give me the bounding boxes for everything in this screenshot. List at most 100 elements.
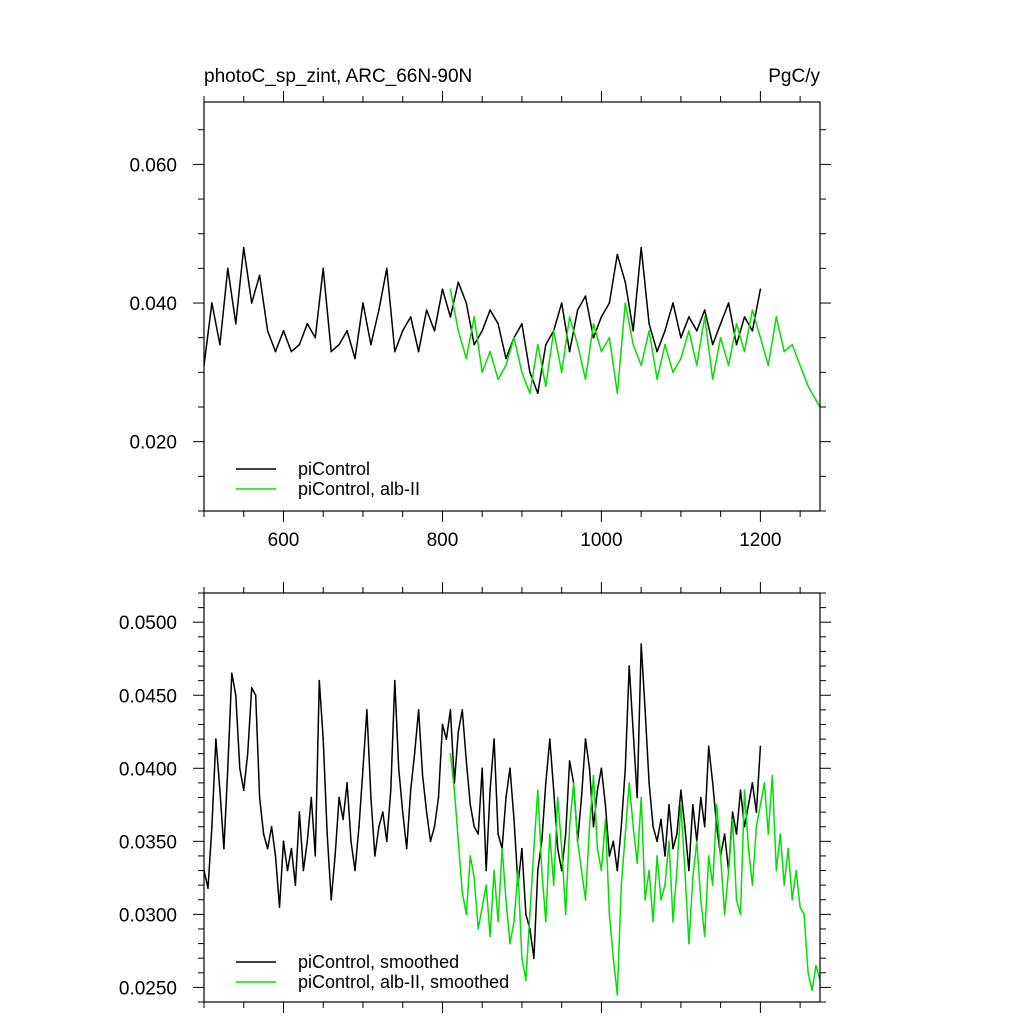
data-point-picontrol-alb-ii-smoothed — [485, 884, 488, 886]
data-point-picontrol — [696, 330, 698, 332]
data-point-picontrol-alb-ii-smoothed — [616, 993, 619, 996]
data-point-picontrol-alb-ii — [767, 364, 770, 367]
data-point-picontrol — [362, 302, 364, 304]
data-point-picontrol-alb-ii-smoothed — [648, 869, 650, 872]
data-point-picontrol-smoothed — [397, 767, 400, 770]
data-point-picontrol — [489, 309, 491, 311]
data-point-picontrol-smoothed — [668, 804, 670, 806]
data-point-picontrol-alb-ii-smoothed — [465, 913, 468, 916]
data-point-picontrol-smoothed — [425, 811, 428, 813]
series-line-picontrol-alb-ii-smoothed — [449, 753, 820, 996]
data-point-picontrol-smoothed — [386, 840, 388, 843]
data-point-picontrol-alb-ii — [513, 336, 515, 339]
data-point-picontrol-alb-ii — [576, 343, 579, 346]
data-point-picontrol-alb-ii — [505, 364, 507, 367]
data-point-picontrol-alb-ii-smoothed — [668, 840, 670, 843]
data-point-picontrol-smoothed — [441, 723, 444, 726]
x-tick-label: 1000 — [580, 530, 622, 551]
data-point-picontrol-alb-ii-smoothed — [560, 847, 563, 850]
data-point-picontrol — [481, 330, 484, 332]
data-point-picontrol-alb-ii — [711, 378, 714, 381]
data-point-picontrol-smoothed — [409, 789, 412, 791]
data-point-picontrol-smoothed — [246, 752, 249, 755]
data-point-picontrol-smoothed — [417, 709, 420, 711]
data-point-picontrol — [211, 302, 213, 304]
data-point-picontrol-alb-ii — [457, 330, 460, 332]
data-point-picontrol-smoothed — [314, 855, 317, 857]
data-point-picontrol — [227, 267, 229, 270]
data-point-picontrol-alb-ii — [815, 399, 817, 401]
data-point-picontrol-alb-ii — [688, 330, 690, 332]
data-point-picontrol-smoothed — [608, 855, 611, 857]
data-point-picontrol — [592, 336, 595, 339]
data-point-picontrol-smoothed — [437, 796, 440, 799]
data-point-picontrol-smoothed — [219, 789, 221, 791]
legend-label-picontrol-alb-ii-smoothed: piControl, alb-II, smoothed — [298, 972, 509, 992]
data-point-picontrol-smoothed — [326, 833, 329, 835]
data-point-picontrol-alb-ii-smoothed — [572, 782, 575, 784]
data-point-picontrol-smoothed — [298, 811, 301, 813]
x-tick-label: 600 — [268, 530, 300, 551]
data-point-picontrol-smoothed — [640, 643, 642, 645]
data-point-picontrol — [409, 316, 412, 318]
data-point-picontrol-alb-ii — [584, 378, 587, 381]
data-point-picontrol-smoothed — [759, 745, 762, 748]
data-point-picontrol-smoothed — [278, 906, 281, 908]
data-point-picontrol-alb-ii — [672, 371, 674, 374]
data-point-picontrol — [282, 330, 285, 332]
data-point-picontrol-smoothed — [294, 884, 297, 886]
data-point-picontrol-alb-ii — [568, 316, 571, 318]
top-axes: 600 800 1000 1200 0.020 0.040 0.060 — [129, 91, 831, 551]
data-point-picontrol-smoothed — [739, 789, 742, 791]
data-point-picontrol — [711, 343, 714, 346]
data-point-picontrol-alb-ii-smoothed — [477, 928, 480, 930]
data-point-picontrol-smoothed — [513, 818, 515, 821]
data-point-picontrol-smoothed — [465, 760, 468, 762]
data-point-picontrol-alb-ii-smoothed — [604, 818, 607, 821]
data-point-picontrol-smoothed — [684, 825, 686, 828]
data-point-picontrol-smoothed — [350, 840, 352, 843]
bottom-axes: 0.0250 0.0300 0.0350 0.0400 0.0450 0.0500 — [119, 582, 831, 1013]
data-point-picontrol-alb-ii-smoothed — [672, 920, 674, 923]
data-point-picontrol — [600, 316, 603, 318]
data-point-picontrol-smoothed — [588, 767, 591, 770]
data-point-picontrol-smoothed — [366, 709, 368, 711]
data-point-picontrol-alb-ii-smoothed — [580, 869, 583, 872]
data-point-picontrol — [505, 357, 507, 360]
data-point-picontrol-alb-ii-smoothed — [636, 862, 638, 864]
data-point-picontrol-smoothed — [235, 694, 237, 697]
data-point-picontrol-smoothed — [616, 869, 619, 872]
data-point-picontrol — [521, 323, 523, 325]
y-tick-label: 0.0350 — [119, 832, 177, 853]
data-point-picontrol-alb-ii-smoothed — [660, 899, 662, 901]
data-point-picontrol-alb-ii-smoothed — [461, 891, 464, 894]
data-point-picontrol-smoothed — [207, 887, 209, 889]
top-panel-title: photoC_sp_zint, ARC_66N-90N — [204, 66, 472, 87]
data-point-picontrol-alb-ii-smoothed — [656, 855, 658, 857]
data-point-picontrol — [242, 246, 245, 249]
data-point-picontrol — [584, 295, 587, 297]
data-point-picontrol-alb-ii-smoothed — [473, 877, 476, 879]
data-point-picontrol-alb-ii-smoothed — [815, 964, 817, 967]
legend-label-picontrol: piControl — [298, 459, 370, 479]
data-point-picontrol-alb-ii-smoothed — [537, 789, 539, 791]
data-point-picontrol — [759, 288, 762, 291]
data-point-picontrol-alb-ii-smoothed — [711, 884, 714, 886]
data-point-picontrol — [394, 350, 396, 353]
data-point-picontrol-smoothed — [592, 825, 595, 828]
y-tick-label: 0.060 — [129, 155, 177, 176]
data-point-picontrol-smoothed — [239, 767, 241, 770]
data-point-picontrol-alb-ii — [751, 309, 754, 311]
data-point-picontrol-smoothed — [461, 709, 464, 711]
data-point-picontrol-alb-ii — [600, 350, 603, 353]
data-point-picontrol-alb-ii-smoothed — [759, 804, 762, 806]
data-point-picontrol-alb-ii-smoothed — [735, 899, 738, 901]
data-point-picontrol — [688, 316, 690, 318]
data-point-picontrol-alb-ii — [656, 378, 658, 381]
data-point-picontrol-alb-ii-smoothed — [747, 847, 750, 850]
data-point-picontrol-smoothed — [596, 789, 599, 791]
data-point-picontrol — [703, 309, 706, 311]
data-point-picontrol-alb-ii-smoothed — [509, 942, 511, 945]
data-point-picontrol-alb-ii — [521, 371, 523, 374]
data-point-picontrol-alb-ii — [608, 336, 611, 339]
